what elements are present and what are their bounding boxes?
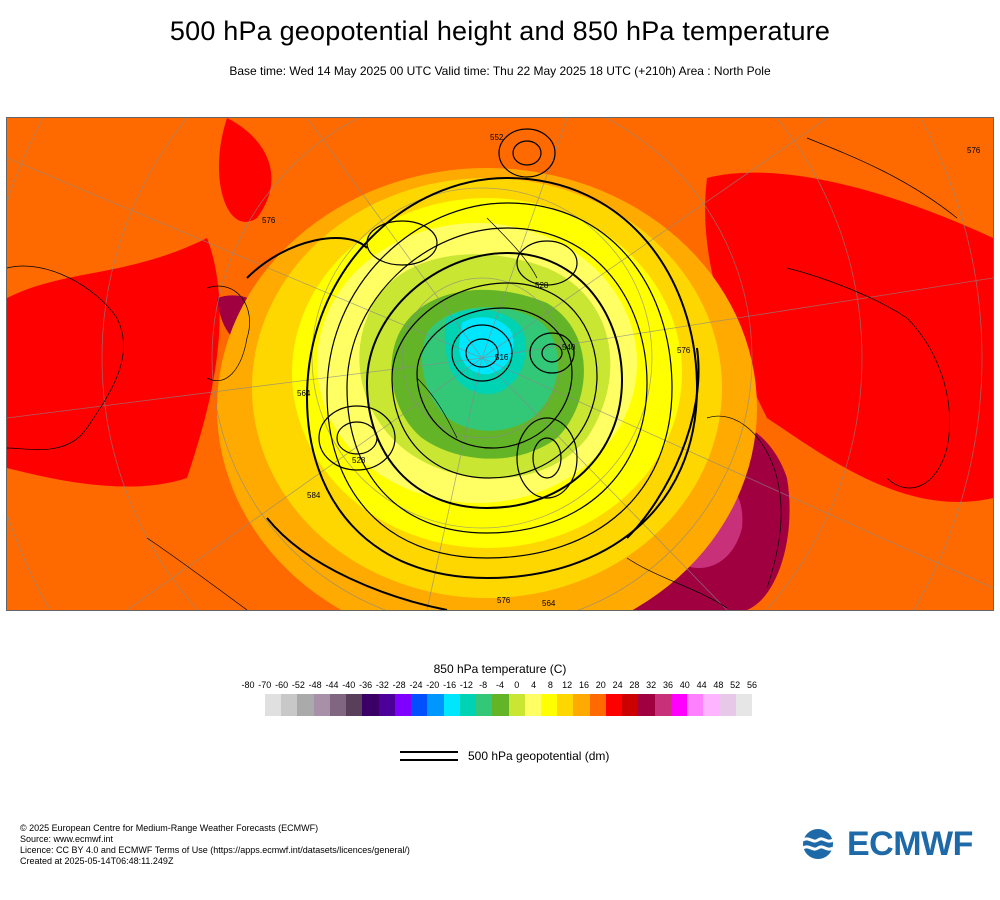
colorbar-swatch xyxy=(573,694,590,716)
contour-label: 576 xyxy=(677,346,691,355)
colorbar-swatch xyxy=(476,694,493,716)
colorbar-tick-label: -60 xyxy=(275,680,289,690)
contour-label: 564 xyxy=(542,599,556,608)
colorbar-tick-label: -70 xyxy=(258,680,272,690)
colorbar-swatch xyxy=(508,694,525,716)
contour-label: 516 xyxy=(495,353,509,362)
ecmwf-logo: ECMWF xyxy=(795,824,985,863)
colorbar-tick-label: 48 xyxy=(713,680,724,690)
footer-line: Licence: CC BY 4.0 and ECMWF Terms of Us… xyxy=(20,845,410,855)
colorbar-tick-label: -16 xyxy=(443,680,457,690)
polar-stereographic-map: 552 528 540 516 528 584 564 576 564 576 … xyxy=(7,118,993,610)
colorbar-tick-label: 32 xyxy=(646,680,657,690)
contour-label: 576 xyxy=(262,216,276,225)
temperature-field-24-west xyxy=(7,238,220,487)
colorbar-swatch xyxy=(719,694,736,716)
colorbar-swatch xyxy=(622,694,639,716)
footer-line: © 2025 European Centre for Medium-Range … xyxy=(20,823,319,833)
colorbar-tick-label: 0 xyxy=(514,680,520,690)
colorbar-tick-label: -4 xyxy=(495,680,505,690)
colorbar-tick-label: -36 xyxy=(359,680,373,690)
colorbar-tick-label: -12 xyxy=(459,680,473,690)
colorbar-tick-label: 20 xyxy=(595,680,606,690)
contour-label: 564 xyxy=(297,389,311,398)
colorbar-swatch xyxy=(654,694,671,716)
colorbar-swatch xyxy=(443,694,460,716)
colorbar-tick-label: -24 xyxy=(409,680,423,690)
colorbar-swatch xyxy=(703,694,720,716)
colorbar-tick-label: -28 xyxy=(392,680,406,690)
colorbar-swatch xyxy=(281,694,298,716)
colorbar-tick-label: 44 xyxy=(696,680,707,690)
graticule xyxy=(7,118,993,610)
ecmwf-logo-text: ECMWF xyxy=(847,824,973,863)
colorbar-tick-label: 12 xyxy=(562,680,573,690)
geopotential-legend-label: 500 hPa geopotential (dm) xyxy=(468,749,610,763)
geopotential-contours xyxy=(246,128,700,610)
colorbar-title: 850 hPa temperature (C) xyxy=(433,662,567,676)
colorbar-tick-label: 40 xyxy=(679,680,690,690)
colorbar-tick-label: -40 xyxy=(342,680,356,690)
colorbar-tick-label: 8 xyxy=(547,680,553,690)
colorbar-tick-label: 56 xyxy=(746,680,758,690)
colorbar-swatch xyxy=(427,694,444,716)
colorbar-swatch xyxy=(540,694,558,716)
colorbar-tick-label: -20 xyxy=(426,680,440,690)
colorbar-tick-label: 16 xyxy=(578,680,590,690)
colorbar-swatch xyxy=(638,694,655,716)
colorbar-swatch xyxy=(459,694,477,716)
contour-label: 528 xyxy=(535,281,549,290)
colorbar-tick-label: 52 xyxy=(730,680,741,690)
contour-label: 576 xyxy=(967,146,981,155)
colorbar-swatch xyxy=(492,694,509,716)
colorbar-tick-label: -8 xyxy=(479,680,488,690)
colorbar-swatch xyxy=(589,694,606,716)
colorbar-swatch xyxy=(411,694,428,716)
coastlines xyxy=(7,137,958,610)
temperature-colorbar xyxy=(265,694,753,716)
contour-label: 584 xyxy=(307,491,321,500)
colorbar-swatch xyxy=(265,694,282,716)
colorbar-swatch xyxy=(735,694,753,716)
geopotential-legend-symbol xyxy=(400,748,458,764)
ecmwf-logo-mark-icon xyxy=(802,829,834,859)
colorbar-swatch xyxy=(378,694,395,716)
colorbar-swatch xyxy=(346,694,363,716)
contour-labels: 552 528 540 516 528 584 564 576 564 576 … xyxy=(262,133,981,608)
colorbar-tick-label: 36 xyxy=(662,680,674,690)
colorbar-tick-label: 28 xyxy=(629,680,640,690)
colorbar-tick-label: -48 xyxy=(308,680,322,690)
temperature-field-24-north xyxy=(218,118,272,222)
colorbar-tick-label: -80 xyxy=(241,680,255,690)
temperature-field-24-east xyxy=(705,172,993,502)
colorbar-swatch xyxy=(394,694,412,716)
colorbar-tick-label: -44 xyxy=(325,680,339,690)
colorbar-swatch xyxy=(687,694,704,716)
colorbar-swatch xyxy=(329,694,347,716)
chart-title: 500 hPa geopotential height and 850 hPa … xyxy=(169,16,831,46)
colorbar-tick-label: 24 xyxy=(612,680,623,690)
contour-label: 576 xyxy=(497,596,511,605)
colorbar-swatch xyxy=(524,694,541,716)
colorbar-tick-label: 4 xyxy=(531,680,537,690)
footer-line: Source: www.ecmwf.int xyxy=(20,834,114,844)
footer-credits: © 2025 European Centre for Medium-Range … xyxy=(20,823,410,867)
map-panel: 552 528 540 516 528 584 564 576 564 576 … xyxy=(6,117,994,611)
contour-label: 528 xyxy=(352,456,366,465)
colorbar-tick-labels: -80 -70 -60 -52 -48 -44 -40 -36 -32 -28 -24 -20 -16-… xyxy=(0,680,1000,694)
colorbar-tick-label: -52 xyxy=(291,680,305,690)
colorbar-tick-label: -32 xyxy=(375,680,389,690)
colorbar-swatch xyxy=(362,694,379,716)
chart-subtitle: Base time: Wed 14 May 2025 00 UTC Valid … xyxy=(229,64,771,78)
contour-label: 552 xyxy=(490,133,504,142)
colorbar-swatch xyxy=(670,694,688,716)
colorbar-swatch xyxy=(297,694,314,716)
contour-label: 540 xyxy=(562,343,576,352)
colorbar-swatch xyxy=(605,694,623,716)
colorbar-swatch xyxy=(313,694,330,716)
colorbar-swatch xyxy=(557,694,574,716)
footer-line: Created at 2025-05-14T06:48:11.249Z xyxy=(20,856,174,866)
